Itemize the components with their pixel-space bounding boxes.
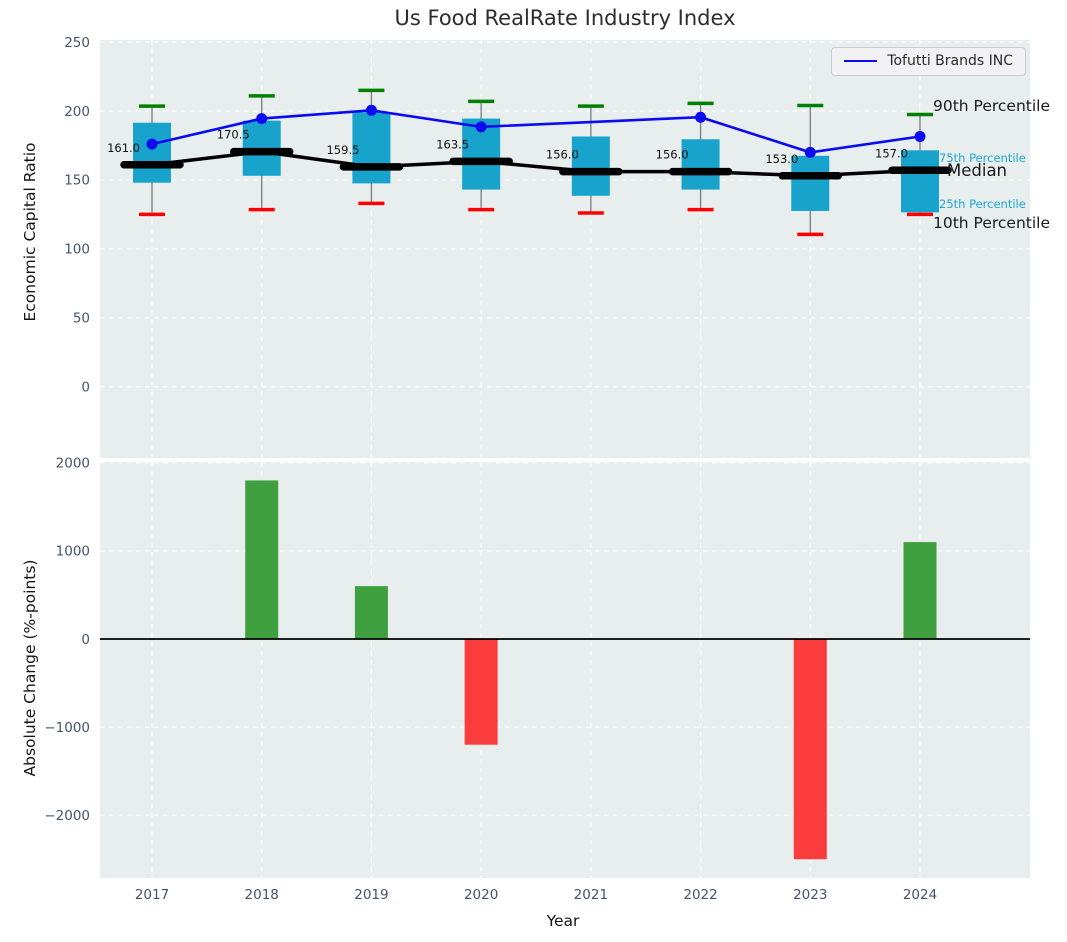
box-2022 — [681, 139, 720, 190]
bottom-ytick-label: −1000 — [44, 720, 90, 736]
xtick-label-2022: 2022 — [683, 887, 717, 903]
bar-2020 — [464, 638, 498, 745]
bar-2018 — [245, 480, 279, 639]
x-axis-label: Year — [546, 912, 580, 930]
tofutti-marker-2019 — [365, 104, 377, 116]
annotation-median: Median — [947, 161, 1007, 180]
xtick-label-2024: 2024 — [903, 887, 937, 903]
bottom-ytick-label: −2000 — [44, 808, 90, 824]
bar-2019 — [354, 586, 388, 639]
annotation-10th-percentile: 10th Percentile — [933, 214, 1050, 232]
top-ytick-label: 200 — [64, 104, 90, 120]
tofutti-marker-2022 — [695, 111, 707, 123]
xtick-label-2021: 2021 — [574, 887, 608, 903]
xtick-label-2017: 2017 — [135, 887, 169, 903]
median-value-label-2017: 161.0 — [107, 141, 140, 155]
median-value-label-2021: 156.0 — [546, 148, 579, 162]
tofutti-marker-2023 — [804, 146, 816, 158]
top-ytick-label: 150 — [64, 173, 90, 189]
annotation-90th-percentile: 90th Percentile — [933, 97, 1050, 115]
xtick-label-2023: 2023 — [793, 887, 827, 903]
xtick-label-2019: 2019 — [354, 887, 388, 903]
top-ytick-label: 100 — [64, 242, 90, 258]
box-2017 — [133, 122, 171, 183]
median-value-label-2022: 156.0 — [656, 148, 689, 162]
bar-2024 — [903, 542, 937, 639]
chart-title: Us Food RealRate Industry Index — [394, 6, 736, 30]
annotation-75th-percentile: 75th Percentile — [939, 151, 1026, 165]
bottom-ytick-label: 1000 — [56, 544, 90, 560]
tofutti-marker-2018 — [256, 113, 268, 125]
median-value-label-2018: 170.5 — [217, 128, 250, 142]
bar-2023 — [793, 638, 827, 860]
annotation-25th-percentile: 25th Percentile — [939, 197, 1026, 211]
tofutti-marker-2024 — [914, 131, 926, 143]
legend-line-swatch — [844, 60, 878, 62]
box-2019 — [352, 112, 391, 184]
box-2024 — [900, 150, 939, 213]
box-2023 — [791, 155, 830, 211]
box-2021 — [571, 136, 610, 196]
median-value-label-2019: 159.5 — [326, 143, 359, 157]
tofutti-marker-2020 — [475, 121, 487, 133]
median-value-label-2020: 163.5 — [436, 137, 469, 151]
bottom-ytick-label: 2000 — [56, 456, 90, 472]
median-value-label-2023: 153.0 — [765, 152, 798, 166]
top-y-axis-label: Economic Capital Ratio — [21, 142, 39, 322]
xtick-label-2018: 2018 — [245, 887, 279, 903]
legend-label: Tofutti Brands INC — [887, 53, 1013, 69]
tofutti-marker-2017 — [146, 138, 158, 150]
legend[interactable]: Tofutti Brands INC — [831, 47, 1026, 76]
median-value-label-2024: 157.0 — [875, 146, 908, 160]
top-ytick-label: 250 — [64, 35, 90, 51]
xtick-label-2020: 2020 — [464, 887, 498, 903]
top-ytick-label: 0 — [81, 380, 90, 396]
bottom-ytick-label: 0 — [81, 632, 90, 648]
tofutti-line — [151, 109, 921, 154]
top-ytick-label: 50 — [73, 311, 90, 327]
bottom-y-axis-label: Absolute Change (%-points) — [21, 559, 39, 777]
